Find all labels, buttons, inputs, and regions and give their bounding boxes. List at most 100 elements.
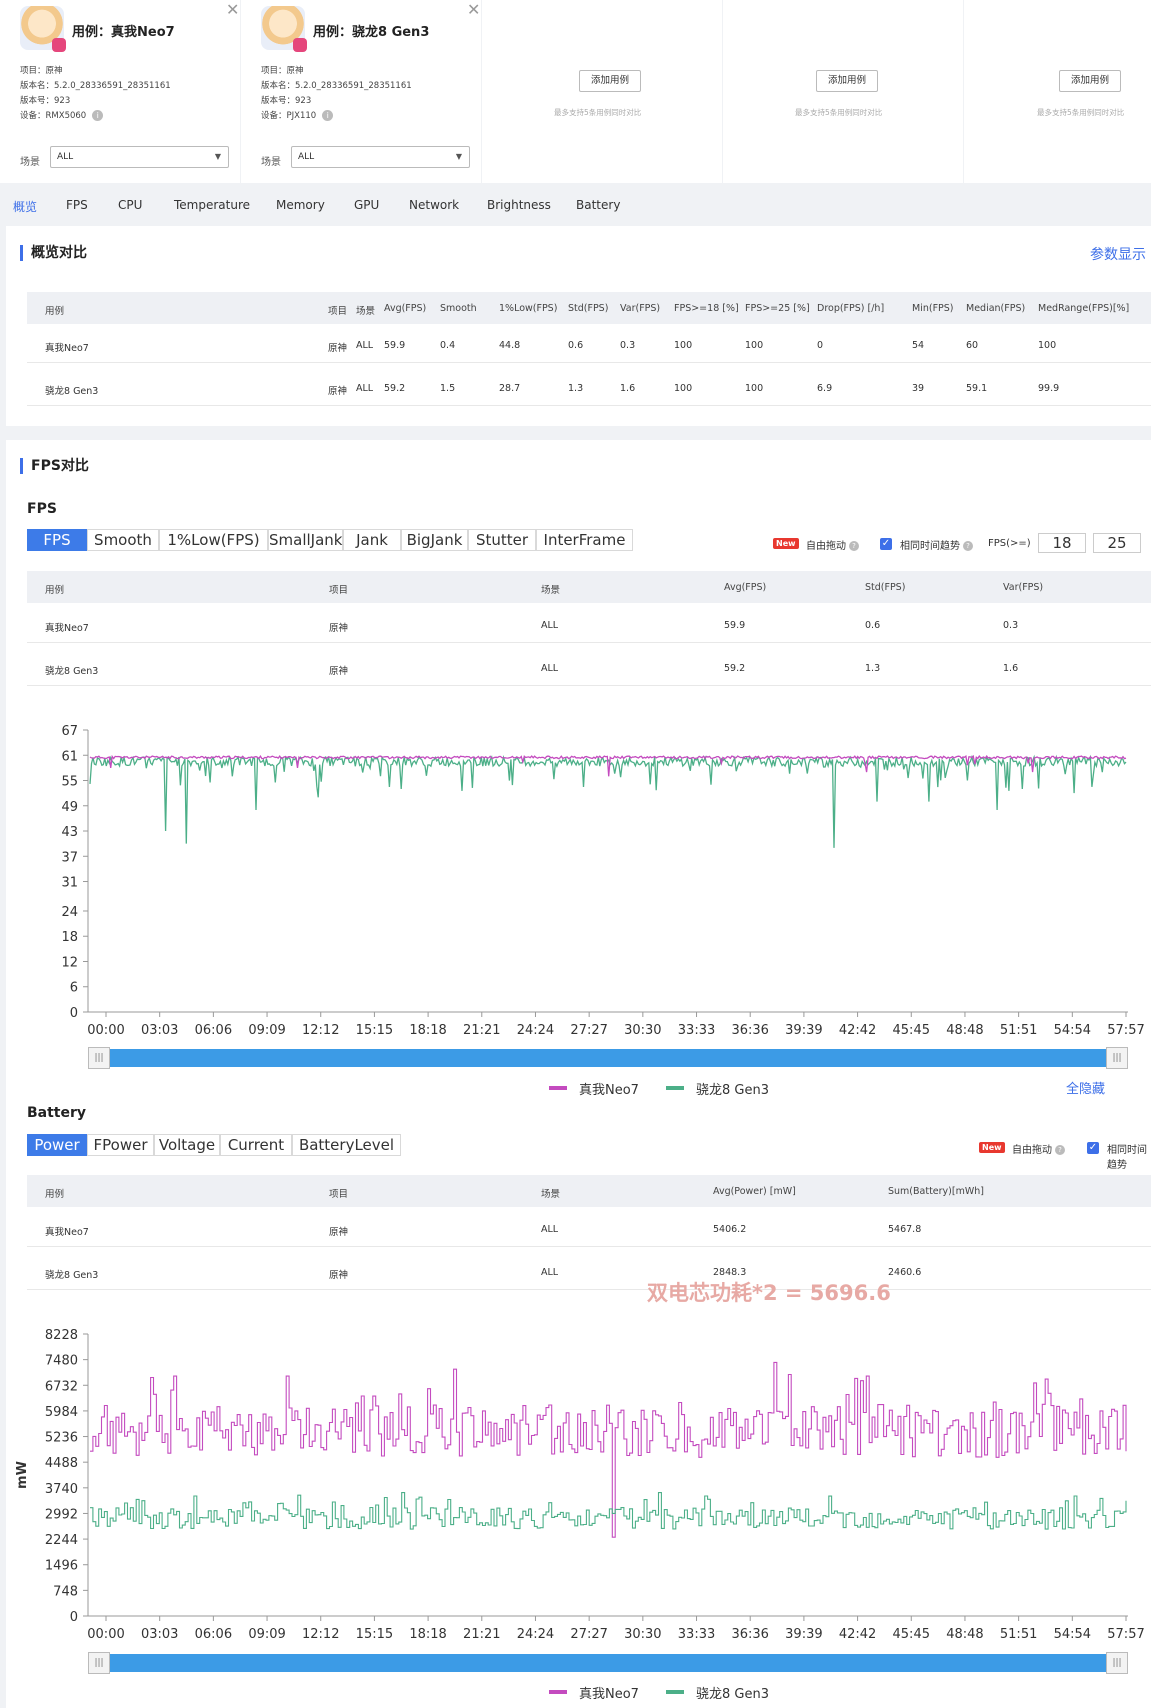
add-case-button[interactable]: 添加用例 [816,70,878,92]
tab-memory[interactable]: Memory [276,198,325,212]
seg-power[interactable]: Power [27,1134,87,1156]
tab-network[interactable]: Network [409,198,460,212]
fps-threshold-input-1[interactable]: 18 [1038,533,1086,553]
x-tick-label: 18:18 [409,1627,446,1642]
x-tick-label: 48:48 [946,1023,983,1038]
seg-voltage[interactable]: Voltage [154,1134,220,1156]
help-icon[interactable]: ? [1055,1145,1065,1155]
table-header-cell: FPS>=25 [%] [745,303,810,314]
legend-label[interactable]: 真我Neo7 [579,1687,639,1702]
seg-bigjank[interactable]: BigJank [401,529,468,551]
y-axis-label: mW [15,1461,30,1489]
series-line-gen3 [90,1492,1127,1530]
table-cell: 28.7 [499,383,521,394]
case-title: 用例：真我Neo7 [72,25,175,40]
table-cell: 5406.2 [713,1224,747,1235]
battery-time-slider[interactable] [88,1654,1128,1672]
legend-label[interactable]: 骁龙8 Gen3 [696,1083,769,1098]
seg-interframe[interactable]: InterFrame [536,529,633,551]
table-cell: ALL [541,663,559,674]
tab-brightness[interactable]: Brightness [487,198,551,212]
tab-cpu[interactable]: CPU [118,198,143,212]
tab-fps[interactable]: FPS [66,198,88,212]
seg-1low[interactable]: 1%Low(FPS) [159,529,268,551]
slider-left-handle[interactable]: ||| [88,1047,110,1069]
fps-threshold-label: FPS(>=) [988,538,1031,549]
add-case-hint: 最多支持5条用例同时对比 [795,108,883,117]
y-tick-label: 49 [61,800,78,815]
same-trend-label: 相同时间趋势 [1107,1145,1147,1171]
table-cell: 真我Neo7 [45,623,89,634]
table-header-cell: 项目 [329,1189,349,1200]
tab-overview[interactable]: 概览 [13,200,38,214]
scene-select[interactable]: ALL ▼ [291,146,470,168]
legend-label[interactable]: 真我Neo7 [579,1083,639,1098]
y-tick-label: 55 [61,775,78,790]
table-header-cell: Drop(FPS) [/h] [817,303,885,314]
x-tick-label: 33:33 [678,1023,715,1038]
info-icon[interactable]: i [322,110,334,121]
table-header-cell: Std(FPS) [568,303,609,314]
slider-right-handle[interactable]: ||| [1106,1652,1128,1674]
help-icon[interactable]: ? [963,541,973,551]
table-header-cell: Avg(FPS) [724,582,767,593]
seg-current[interactable]: Current [220,1134,292,1156]
x-tick-label: 33:33 [678,1627,715,1642]
slider-left-handle[interactable]: ||| [88,1652,110,1674]
x-tick-label: 30:30 [624,1023,661,1038]
table-cell: 真我Neo7 [45,1227,89,1238]
legend-swatch[interactable] [666,1086,684,1090]
seg-smalljank[interactable]: SmallJank [268,529,343,551]
fps-time-slider[interactable] [88,1049,1128,1067]
case-version-name: 版本名：5.2.0_28336591_28351161 [261,81,412,91]
tab-temperature[interactable]: Temperature [174,198,251,212]
x-tick-label: 06:06 [195,1023,232,1038]
tab-gpu[interactable]: GPU [354,198,380,212]
seg-fps[interactable]: FPS [27,529,87,551]
close-icon[interactable]: ✕ [467,0,481,19]
new-badge: New [773,538,799,549]
legend-swatch[interactable] [666,1690,684,1694]
case-project: 项目：原神 [20,66,63,76]
empty-slot-3: 添加用例 最多支持5条用例同时对比 [964,0,1151,183]
add-case-button[interactable]: 添加用例 [1059,70,1121,92]
table-cell: 0.3 [620,340,636,351]
seg-jank[interactable]: Jank [343,529,401,551]
close-icon[interactable]: ✕ [226,0,240,19]
series-line-neo7 [90,1361,1127,1538]
tab-battery[interactable]: Battery [576,198,621,212]
legend-swatch[interactable] [549,1690,567,1694]
fps-threshold-input-2[interactable]: 25 [1093,533,1141,553]
table-cell: 1.3 [568,383,584,394]
seg-smooth[interactable]: Smooth [87,529,159,551]
table-cell: 1.5 [440,383,456,394]
hide-all-link[interactable]: 全隐藏 [1066,1082,1106,1097]
case-device: 设备：RMX5060 i [20,109,104,121]
table-header-cell: 项目 [328,306,348,317]
same-trend-checkbox[interactable]: ✓ [1087,1142,1099,1154]
y-tick-label: 6732 [45,1379,78,1394]
info-icon[interactable]: i [92,110,104,121]
seg-batterylevel[interactable]: BatteryLevel [292,1134,401,1156]
table-header-cell: 用例 [45,1189,65,1200]
table-cell: 59.9 [724,620,746,631]
add-case-hint: 最多支持5条用例同时对比 [554,108,642,117]
help-icon[interactable]: ? [849,541,859,551]
add-case-button[interactable]: 添加用例 [579,70,641,92]
legend-swatch[interactable] [549,1086,567,1090]
x-tick-label: 06:06 [195,1627,232,1642]
slider-right-handle[interactable]: ||| [1106,1047,1128,1069]
param-display-link[interactable]: 参数显示 [1090,247,1146,263]
scene-value: ALL [57,152,74,162]
y-tick-label: 1496 [45,1559,78,1574]
table-cell: 骁龙8 Gen3 [45,1270,99,1281]
y-tick-label: 8228 [45,1328,78,1343]
seg-fpower[interactable]: FPower [87,1134,154,1156]
same-trend-checkbox[interactable]: ✓ [880,538,892,550]
seg-stutter[interactable]: Stutter [468,529,536,551]
x-tick-label: 57:57 [1107,1023,1144,1038]
table-header-cell: Min(FPS) [912,303,954,314]
scene-select[interactable]: ALL ▼ [50,146,229,168]
legend-label[interactable]: 骁龙8 Gen3 [696,1687,769,1702]
x-tick-label: 30:30 [624,1627,661,1642]
